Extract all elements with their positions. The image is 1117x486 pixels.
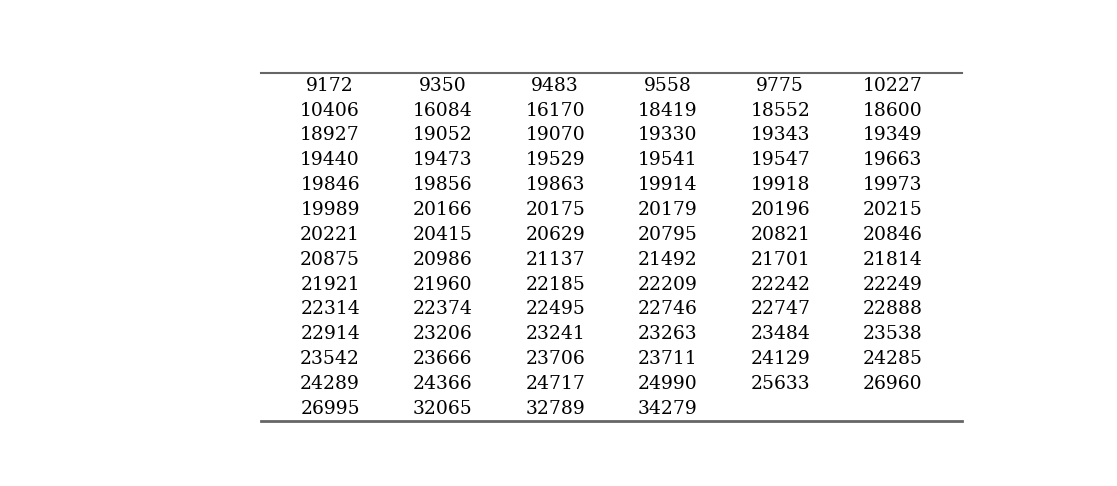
Text: 26995: 26995 <box>300 400 360 418</box>
Text: 21921: 21921 <box>300 276 360 294</box>
Text: 22746: 22746 <box>638 300 698 318</box>
Text: 20221: 20221 <box>300 226 360 244</box>
Text: 16170: 16170 <box>525 102 585 120</box>
Text: 26960: 26960 <box>863 375 923 393</box>
Text: 19330: 19330 <box>638 126 697 144</box>
Text: 20795: 20795 <box>638 226 698 244</box>
Text: 10406: 10406 <box>300 102 360 120</box>
Text: 18927: 18927 <box>300 126 360 144</box>
Text: 20846: 20846 <box>862 226 923 244</box>
Text: 23206: 23206 <box>413 325 472 343</box>
Text: 19914: 19914 <box>638 176 697 194</box>
Text: 20629: 20629 <box>525 226 585 244</box>
Text: 23263: 23263 <box>638 325 697 343</box>
Text: 18552: 18552 <box>751 102 810 120</box>
Text: 20166: 20166 <box>413 201 472 219</box>
Text: 24366: 24366 <box>413 375 472 393</box>
Text: 21137: 21137 <box>525 251 585 269</box>
Text: 32065: 32065 <box>413 400 472 418</box>
Text: 9172: 9172 <box>306 77 354 95</box>
Text: 25633: 25633 <box>751 375 810 393</box>
Text: 24289: 24289 <box>300 375 360 393</box>
Text: 21960: 21960 <box>413 276 472 294</box>
Text: 24990: 24990 <box>638 375 697 393</box>
Text: 23484: 23484 <box>751 325 810 343</box>
Text: 20215: 20215 <box>862 201 923 219</box>
Text: 22747: 22747 <box>751 300 810 318</box>
Text: 20175: 20175 <box>525 201 585 219</box>
Text: 19918: 19918 <box>751 176 810 194</box>
Text: 18419: 18419 <box>638 102 697 120</box>
Text: 19052: 19052 <box>413 126 472 144</box>
Text: 19547: 19547 <box>751 151 810 169</box>
Text: 21701: 21701 <box>751 251 810 269</box>
Text: 19070: 19070 <box>525 126 585 144</box>
Text: 23538: 23538 <box>863 325 923 343</box>
Text: 20986: 20986 <box>413 251 472 269</box>
Text: 19989: 19989 <box>300 201 360 219</box>
Text: 22185: 22185 <box>525 276 585 294</box>
Text: 19973: 19973 <box>863 176 923 194</box>
Text: 20875: 20875 <box>300 251 360 269</box>
Text: 20179: 20179 <box>638 201 697 219</box>
Text: 22314: 22314 <box>300 300 360 318</box>
Text: 10227: 10227 <box>862 77 923 95</box>
Text: 19349: 19349 <box>863 126 923 144</box>
Text: 22888: 22888 <box>862 300 923 318</box>
Text: 22249: 22249 <box>862 276 923 294</box>
Text: 22914: 22914 <box>300 325 360 343</box>
Text: 19343: 19343 <box>751 126 810 144</box>
Text: 20415: 20415 <box>412 226 472 244</box>
Text: 20821: 20821 <box>751 226 810 244</box>
Text: 18600: 18600 <box>863 102 923 120</box>
Text: 22374: 22374 <box>412 300 472 318</box>
Text: 24285: 24285 <box>862 350 923 368</box>
Text: 19440: 19440 <box>300 151 360 169</box>
Text: 9558: 9558 <box>643 77 691 95</box>
Text: 9350: 9350 <box>419 77 467 95</box>
Text: 22209: 22209 <box>638 276 698 294</box>
Text: 19473: 19473 <box>413 151 472 169</box>
Text: 23542: 23542 <box>300 350 360 368</box>
Text: 24129: 24129 <box>751 350 810 368</box>
Text: 16084: 16084 <box>413 102 472 120</box>
Text: 24717: 24717 <box>525 375 585 393</box>
Text: 19856: 19856 <box>413 176 472 194</box>
Text: 19663: 19663 <box>863 151 923 169</box>
Text: 19529: 19529 <box>525 151 585 169</box>
Text: 9775: 9775 <box>756 77 804 95</box>
Text: 21492: 21492 <box>638 251 697 269</box>
Text: 19863: 19863 <box>525 176 585 194</box>
Text: 20196: 20196 <box>751 201 810 219</box>
Text: 23711: 23711 <box>638 350 697 368</box>
Text: 23666: 23666 <box>413 350 472 368</box>
Text: 32789: 32789 <box>525 400 585 418</box>
Text: 23706: 23706 <box>525 350 585 368</box>
Text: 23241: 23241 <box>525 325 585 343</box>
Text: 9483: 9483 <box>532 77 579 95</box>
Text: 22242: 22242 <box>751 276 810 294</box>
Text: 19846: 19846 <box>300 176 360 194</box>
Text: 21814: 21814 <box>863 251 923 269</box>
Text: 34279: 34279 <box>638 400 697 418</box>
Text: 22495: 22495 <box>525 300 585 318</box>
Text: 19541: 19541 <box>638 151 697 169</box>
